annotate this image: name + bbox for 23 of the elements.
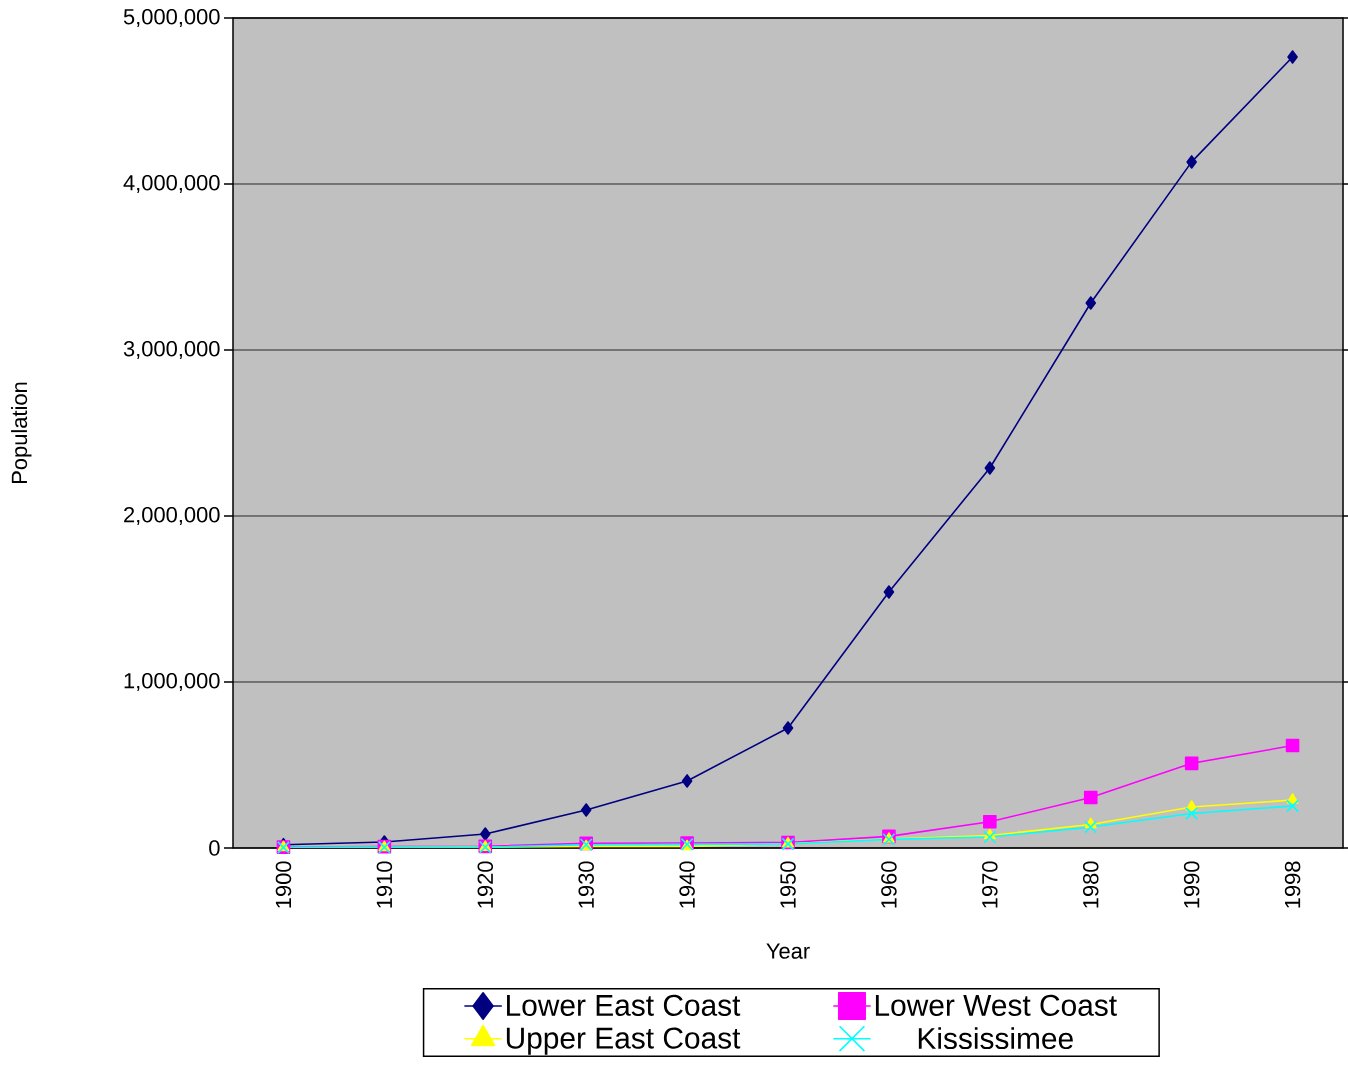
x-tick-label: 1930 [578,861,594,908]
y-tick-label: 5,000,000 [123,8,220,28]
x-tick-label: 1910 [376,861,393,908]
x-tick-label: 1940 [679,861,695,908]
y-tick-label: 1,000,000 [124,672,220,692]
x-tick-label: 1920 [477,861,494,908]
legend-label: Upper East Coast [506,1027,741,1055]
legend-label: Lower West Coast [875,994,1117,1016]
legend-label: Kississimee [918,1027,1073,1050]
y-tick-label: 2,000,000 [124,506,220,526]
y-tick-label: 0 [209,840,220,856]
x-tick-label: 1990 [1183,861,1200,908]
y-tick-label: 4,000,000 [123,174,220,194]
x-tick-label: 1970 [982,861,998,908]
legend-label: Lower East Coast [507,994,741,1016]
x-axis-title: Year [766,943,810,959]
x-tick-label: 1950 [780,861,796,908]
x-tick-label: 1960 [881,861,897,908]
y-tick-label: 3,000,000 [123,340,220,360]
x-tick-label: 1980 [1082,861,1099,908]
y-axis-title: Population [11,382,32,483]
x-tick-label: 1900 [275,861,292,908]
x-tick-label: 1998 [1284,861,1301,908]
